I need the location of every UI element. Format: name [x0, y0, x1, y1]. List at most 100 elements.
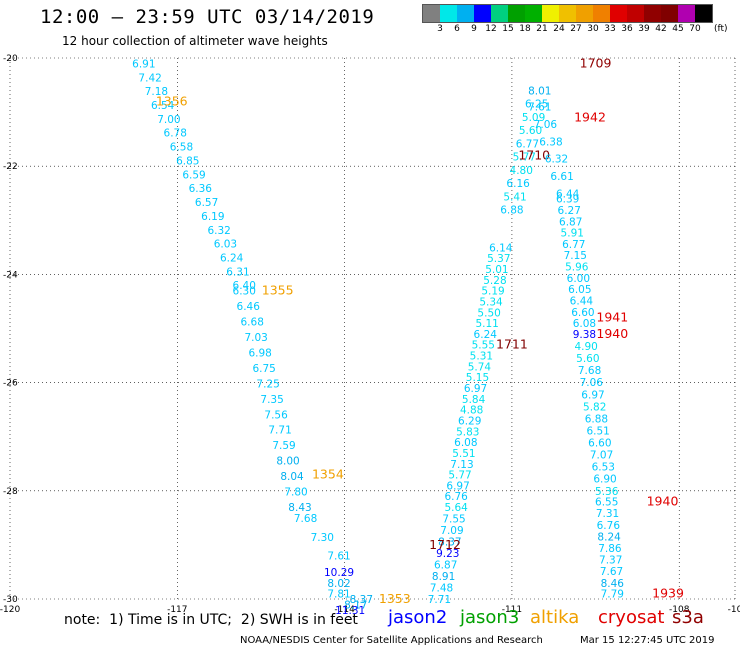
wave-height-value: 8.01	[528, 85, 551, 97]
wave-height-value: 6.32	[207, 225, 230, 237]
y-tick-label: -26	[3, 379, 18, 389]
x-tick-label: -117	[167, 605, 187, 615]
wave-height-value: 6.05	[568, 284, 591, 296]
wave-height-value: 6.29	[458, 415, 481, 427]
legend-swatch-12	[627, 5, 644, 22]
satellite-jason2: jason2	[388, 607, 448, 628]
wave-height-value: 6.24	[474, 329, 498, 341]
wave-height-value: 4.80	[510, 165, 533, 177]
wave-height-value: 5.36	[595, 486, 619, 498]
y-tick-label: -24	[3, 270, 18, 280]
wave-height-value: 5.09	[522, 112, 545, 124]
wave-height-value: 7.71	[268, 425, 291, 437]
satellite-altika: altika	[530, 607, 580, 628]
pass-time-label: 1941	[596, 310, 628, 325]
wave-height-value: 5.96	[565, 262, 589, 274]
legend-swatch-15	[678, 5, 695, 22]
y-tick-label: -20	[3, 54, 18, 64]
wave-height-value: 6.88	[500, 204, 523, 216]
legend-swatch-2	[457, 5, 474, 22]
satellite-cryosat: cryosat	[598, 607, 665, 628]
wave-height-value: 6.36	[189, 183, 213, 195]
credit-text: NOAA/NESDIS Center for Satellite Applica…	[240, 635, 543, 646]
wave-height-value: 7.37	[599, 555, 622, 567]
pass-time-label: 1709	[580, 55, 612, 70]
legend-swatch-9	[576, 5, 593, 22]
footer-note: note: 1) Time is in UTC; 2) SWH is in fe…	[64, 612, 358, 628]
wave-height-value: 6.27	[558, 205, 581, 217]
wave-height-value: 8.46	[601, 578, 625, 590]
wave-height-value: 6.46	[237, 301, 261, 313]
wave-height-value: 7.80	[284, 487, 307, 499]
wave-height-value: 7.68	[578, 365, 601, 377]
wave-height-value: 5.34	[479, 296, 503, 308]
wave-height-value: 5.91	[561, 228, 584, 240]
legend-label: 15	[502, 24, 514, 34]
wave-height-value: 6.51	[586, 425, 609, 437]
legend-label: 3	[437, 24, 443, 34]
legend-swatch-13	[644, 5, 661, 22]
wave-height-value: 5.41	[503, 191, 526, 203]
legend-label: 12	[485, 24, 497, 34]
wave-height-value: 6.97	[446, 480, 469, 492]
wave-height-value: 8.04	[280, 471, 304, 483]
legend-swatch-0	[423, 5, 440, 22]
wave-height-value: 8.37	[438, 537, 461, 549]
wave-height-value: 6.44	[570, 295, 594, 307]
wave-height-value: 5.55	[472, 340, 495, 352]
wave-height-value: 6.87	[434, 560, 457, 572]
wave-height-value: 6.19	[201, 211, 224, 223]
legend-swatch-5	[508, 5, 525, 22]
legend-label: 45	[672, 24, 684, 34]
wave-height-value: 6.24	[220, 252, 244, 264]
legend-swatch-11	[610, 5, 627, 22]
wave-height-value: 5.19	[481, 286, 504, 298]
wave-height-value: 8.24	[597, 531, 621, 543]
wave-height-value: 5.31	[470, 351, 493, 363]
wave-height-value: 5.60	[576, 353, 599, 365]
wave-height-value: 11.31	[335, 605, 365, 617]
wave-height-value: 6.32	[545, 154, 568, 166]
y-tick-label: -28	[3, 487, 18, 497]
wave-height-value: 6.61	[550, 171, 573, 183]
legend-label: 42	[655, 24, 667, 34]
wave-height-value: 7.61	[327, 551, 350, 563]
wave-height-value: 7.42	[138, 72, 161, 84]
wave-height-value: 6.16	[506, 178, 530, 190]
wave-height-value: 7.67	[600, 566, 623, 578]
legend-label: 9	[471, 24, 477, 34]
legend-label: 18	[519, 24, 531, 34]
wave-height-value: 6.58	[170, 142, 193, 154]
wave-height-value: 6.88	[585, 413, 608, 425]
satellite-s3a: s3a	[672, 607, 704, 628]
y-tick-label: -30	[3, 595, 18, 605]
wave-height-value: 6.00	[567, 273, 590, 285]
wave-height-value: 5.83	[456, 426, 479, 438]
chart-subtitle: 12 hour collection of altimeter wave hei…	[62, 34, 328, 48]
wave-height-value: 5.84	[462, 394, 486, 406]
wave-height-value: 8.02	[327, 578, 350, 590]
wave-height-value: 7.61	[528, 102, 551, 114]
wave-height-value: 7.81	[327, 589, 350, 601]
wave-height-value: 7.25	[256, 378, 279, 390]
wave-height-value: 9.38	[573, 329, 596, 341]
pass-time-label: 1942	[574, 110, 606, 125]
legend-unit: (ft)	[714, 24, 728, 34]
legend-label: 33	[604, 24, 616, 34]
wave-height-value: 6.77	[562, 239, 585, 251]
wave-height-value: 9.23	[436, 548, 459, 560]
wave-height-value: 5.11	[475, 318, 498, 330]
wave-height-value: 6.85	[176, 155, 199, 167]
legend-swatch-4	[491, 5, 508, 22]
satellite-jason3: jason3	[460, 607, 520, 628]
pass-time-label: 1354	[312, 467, 344, 482]
legend-swatch-14	[661, 5, 678, 22]
legend-label: 24	[553, 24, 565, 34]
wave-height-value: 6.76	[444, 491, 468, 503]
wave-height-value: 7.31	[596, 508, 619, 520]
wave-height-value: 7.09	[440, 525, 463, 537]
wave-height-value: 6.30	[233, 286, 256, 298]
wave-height-value: 5.15	[466, 372, 489, 384]
wave-height-value: 6.77	[516, 138, 539, 150]
